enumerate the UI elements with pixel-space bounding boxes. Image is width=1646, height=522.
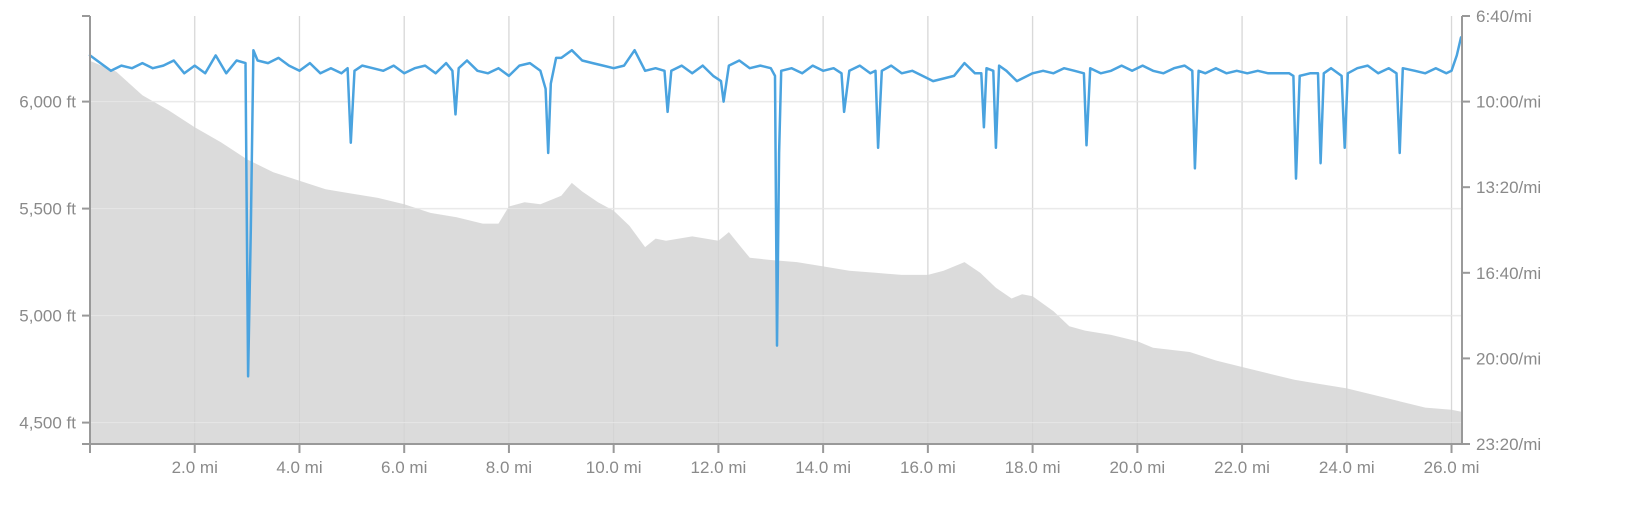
y-right-tick-label: 23:20/mi: [1476, 435, 1541, 454]
y-left-tick-label: 4,500 ft: [19, 414, 76, 433]
elevation-area: [90, 60, 1462, 445]
x-tick-label: 10.0 mi: [586, 458, 642, 477]
y-left-tick-label: 5,000 ft: [19, 307, 76, 326]
tick-label-layer: 6,000 ft 5,500 ft 5,000 ft 4,500 ft 6:40/mi 1…: [19, 7, 1541, 477]
pace-line-layer: [88, 36, 1463, 378]
x-tick-label: 16.0 mi: [900, 458, 956, 477]
x-tick-label: 18.0 mi: [1005, 458, 1061, 477]
x-tick-label: 12.0 mi: [691, 458, 747, 477]
x-tick-label: 6.0 mi: [381, 458, 427, 477]
pace-line: [88, 36, 1463, 378]
y-right-tick-label: 6:40/mi: [1476, 7, 1532, 26]
y-right-tick-label: 10:00/mi: [1476, 93, 1541, 112]
x-tick-label: 20.0 mi: [1109, 458, 1165, 477]
y-right-tick-label: 13:20/mi: [1476, 178, 1541, 197]
x-tick-label: 4.0 mi: [276, 458, 322, 477]
x-tick-label: 14.0 mi: [795, 458, 851, 477]
x-tick-label: 8.0 mi: [486, 458, 532, 477]
x-tick-label: 24.0 mi: [1319, 458, 1375, 477]
x-tick-label: 2.0 mi: [172, 458, 218, 477]
y-left-tick-label: 6,000 ft: [19, 93, 76, 112]
y-right-tick-label: 20:00/mi: [1476, 349, 1541, 368]
x-tick-label: 26.0 mi: [1424, 458, 1480, 477]
axis-layer: [82, 15, 1470, 453]
x-tick-label: 22.0 mi: [1214, 458, 1270, 477]
y-left-tick-label: 5,500 ft: [19, 200, 76, 219]
y-right-tick-label: 16:40/mi: [1476, 264, 1541, 283]
